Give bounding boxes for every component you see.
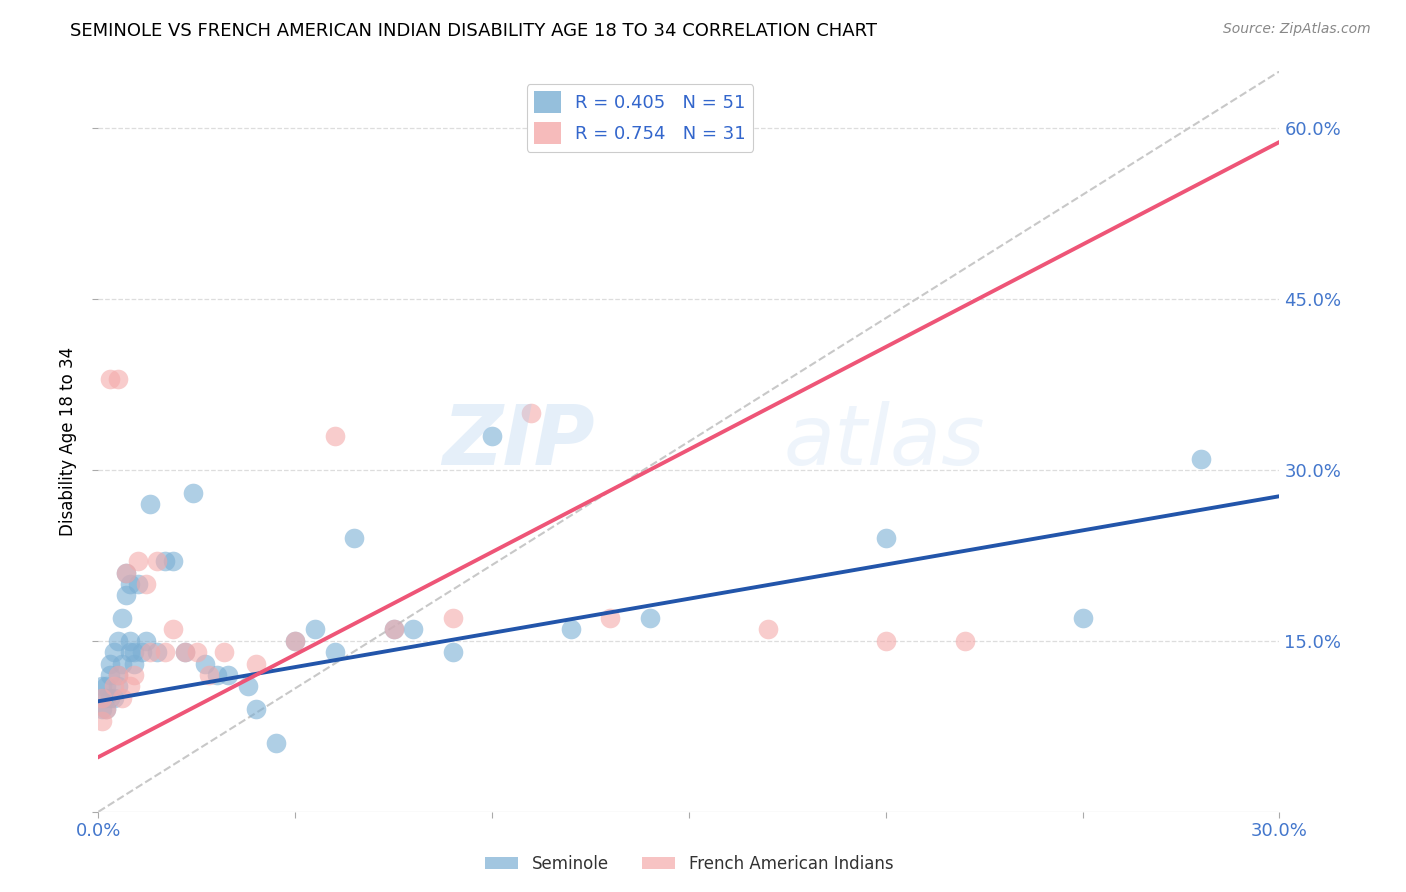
- Point: [91, 702, 114, 716]
- Point: [875, 633, 897, 648]
- Point: [756, 623, 779, 637]
- Point: [103, 645, 125, 659]
- Point: [96, 690, 118, 705]
- Point: [122, 645, 145, 659]
- Point: [127, 577, 149, 591]
- Point: [98, 657, 121, 671]
- Point: [162, 623, 184, 637]
- Point: [382, 623, 405, 637]
- Point: [107, 668, 129, 682]
- Point: [205, 668, 228, 682]
- Point: [146, 645, 169, 659]
- Point: [214, 645, 236, 659]
- Point: [107, 668, 129, 682]
- Point: [96, 680, 118, 694]
- Point: [236, 680, 259, 694]
- Point: [138, 645, 160, 659]
- Point: [382, 623, 405, 637]
- Point: [103, 690, 125, 705]
- Point: [118, 633, 141, 648]
- Point: [155, 554, 177, 568]
- Point: [115, 566, 138, 580]
- Point: [1071, 611, 1094, 625]
- Point: [174, 645, 197, 659]
- Point: [875, 532, 897, 546]
- Y-axis label: Disability Age 18 to 34: Disability Age 18 to 34: [59, 347, 77, 536]
- Point: [127, 554, 149, 568]
- Point: [138, 497, 160, 511]
- Point: [118, 577, 141, 591]
- Point: [115, 588, 138, 602]
- Point: [118, 645, 141, 659]
- Legend: R = 0.405   N = 51, R = 0.754   N = 31: R = 0.405 N = 51, R = 0.754 N = 31: [527, 84, 754, 152]
- Point: [91, 714, 114, 728]
- Point: [107, 372, 129, 386]
- Point: [304, 623, 326, 637]
- Point: [155, 645, 177, 659]
- Text: SEMINOLE VS FRENCH AMERICAN INDIAN DISABILITY AGE 18 TO 34 CORRELATION CHART: SEMINOLE VS FRENCH AMERICAN INDIAN DISAB…: [70, 22, 877, 40]
- Point: [111, 690, 134, 705]
- Point: [402, 623, 425, 637]
- Point: [131, 645, 153, 659]
- Point: [162, 554, 184, 568]
- Point: [197, 668, 219, 682]
- Point: [91, 690, 114, 705]
- Point: [115, 566, 138, 580]
- Point: [122, 668, 145, 682]
- Point: [194, 657, 217, 671]
- Text: Source: ZipAtlas.com: Source: ZipAtlas.com: [1223, 22, 1371, 37]
- Point: [96, 702, 118, 716]
- Point: [343, 532, 366, 546]
- Point: [284, 633, 307, 648]
- Point: [245, 702, 267, 716]
- Point: [111, 657, 134, 671]
- Point: [174, 645, 197, 659]
- Point: [111, 611, 134, 625]
- Point: [98, 668, 121, 682]
- Point: [599, 611, 621, 625]
- Point: [245, 657, 267, 671]
- Point: [441, 645, 464, 659]
- Point: [217, 668, 239, 682]
- Point: [441, 611, 464, 625]
- Legend: Seminole, French American Indians: Seminole, French American Indians: [478, 848, 900, 880]
- Point: [96, 702, 118, 716]
- Point: [103, 680, 125, 694]
- Point: [91, 690, 114, 705]
- Point: [98, 372, 121, 386]
- Point: [107, 633, 129, 648]
- Point: [1189, 451, 1212, 466]
- Point: [107, 680, 129, 694]
- Point: [323, 429, 346, 443]
- Point: [560, 623, 582, 637]
- Point: [481, 429, 503, 443]
- Point: [186, 645, 208, 659]
- Point: [146, 554, 169, 568]
- Point: [91, 680, 114, 694]
- Point: [181, 485, 204, 500]
- Point: [135, 577, 157, 591]
- Point: [122, 657, 145, 671]
- Point: [98, 690, 121, 705]
- Point: [953, 633, 976, 648]
- Point: [323, 645, 346, 659]
- Point: [284, 633, 307, 648]
- Point: [638, 611, 661, 625]
- Point: [118, 680, 141, 694]
- Point: [520, 406, 543, 420]
- Text: atlas: atlas: [783, 401, 986, 482]
- Text: ZIP: ZIP: [441, 401, 595, 482]
- Point: [135, 633, 157, 648]
- Point: [264, 736, 287, 750]
